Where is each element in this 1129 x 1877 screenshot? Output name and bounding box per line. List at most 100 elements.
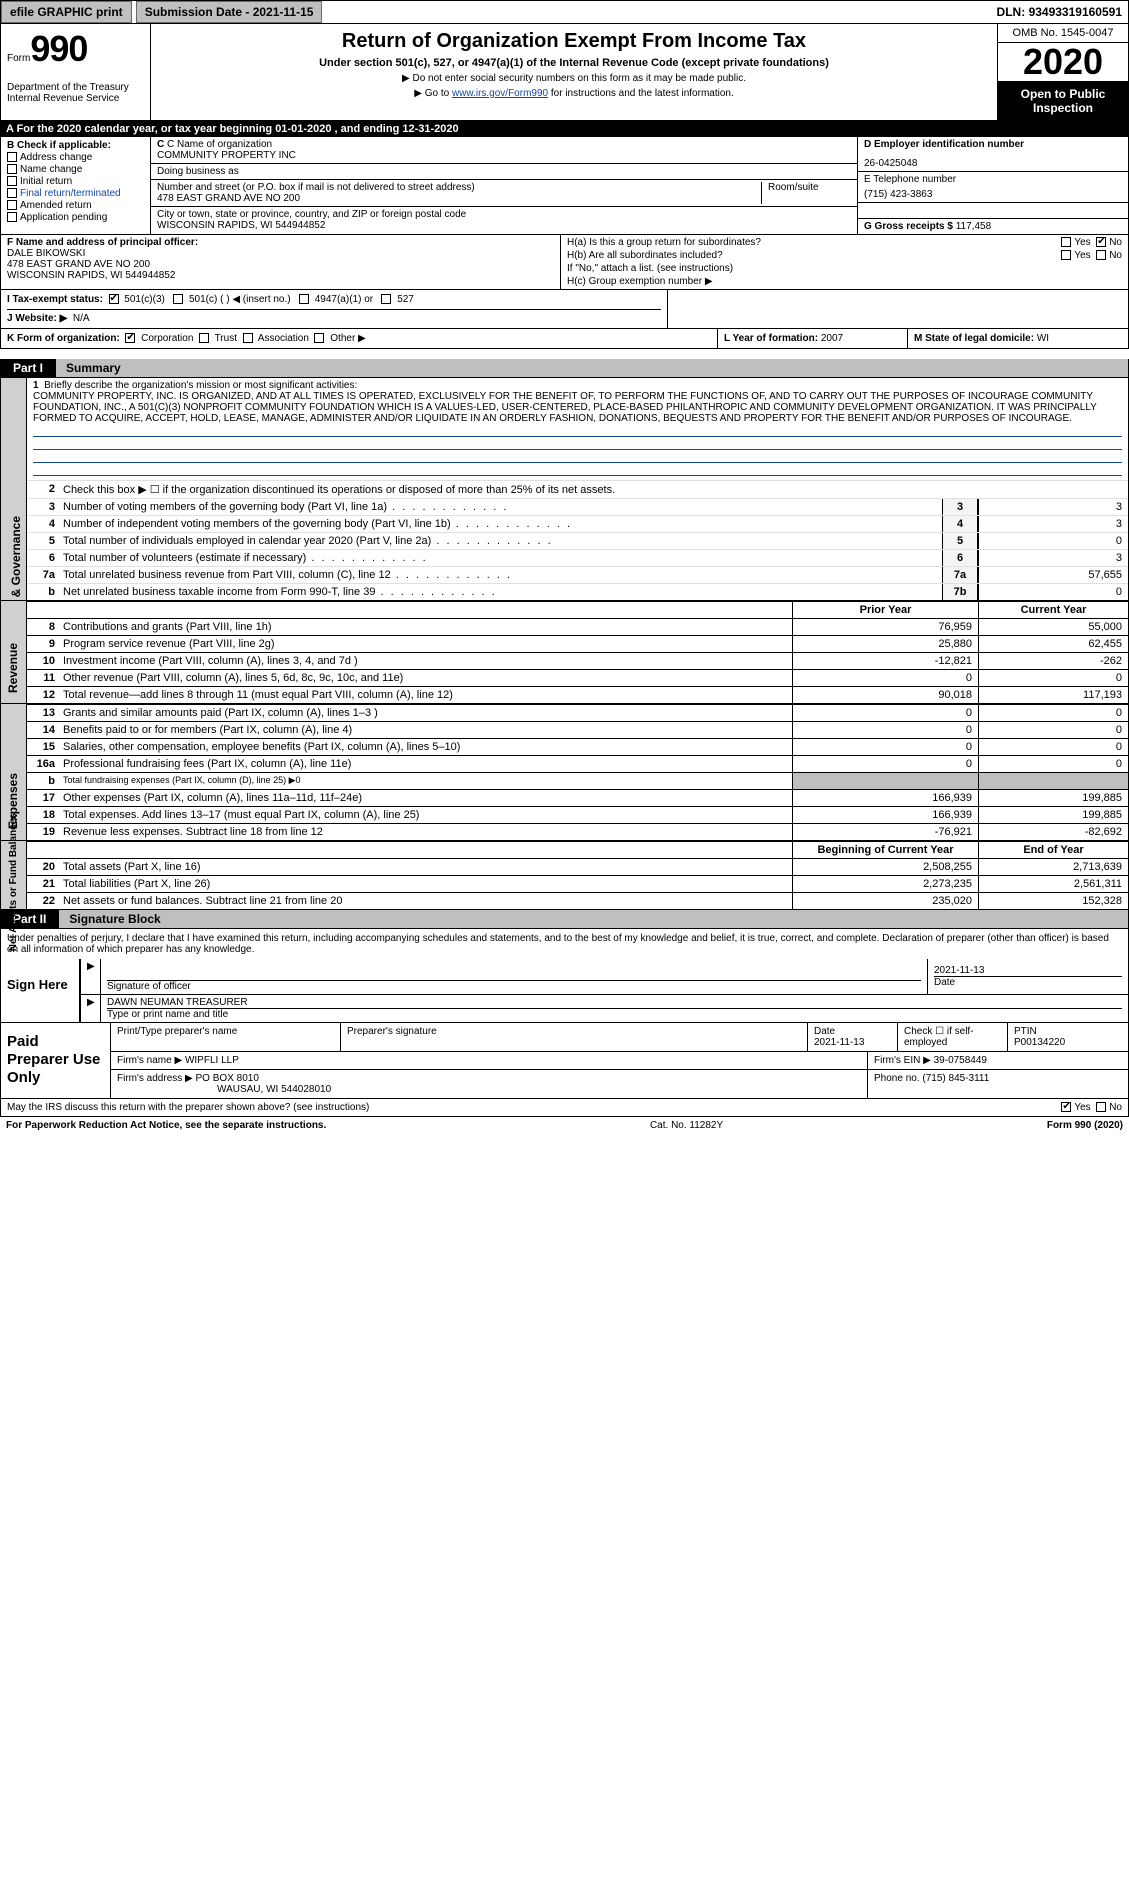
firm-phone: (715) 845-3111 [922,1073,989,1084]
line-9: 9Program service revenue (Part VIII, lin… [27,635,1128,652]
page-footer: For Paperwork Reduction Act Notice, see … [0,1117,1129,1134]
prep-header-row: Print/Type preparer's name Preparer's si… [111,1023,1128,1052]
spacer [858,203,1128,219]
header-center: Return of Organization Exempt From Incom… [151,24,998,120]
cb-application-pending[interactable]: Application pending [7,212,144,223]
street-address: 478 EAST GRAND AVE NO 200 [157,193,761,204]
line-7a: 7aTotal unrelated business revenue from … [27,566,1128,583]
cb-ha-no[interactable] [1096,237,1106,247]
line-6: 6Total number of volunteers (estimate if… [27,549,1128,566]
h-note: If "No," attach a list. (see instruction… [567,263,1122,274]
h-questions: H(a) Is this a group return for subordin… [561,235,1128,289]
self-employed-check[interactable]: Check ☐ if self-employed [898,1023,1008,1051]
cb-corporation[interactable] [125,333,135,343]
link-row: ▶ Go to www.irs.gov/Form990 for instruct… [157,88,991,99]
date-label: Date [934,976,1122,988]
line-11: 11Other revenue (Part VIII, column (A), … [27,669,1128,686]
phone-row: E Telephone number (715) 423-3863 [858,172,1128,203]
section-bcd: B Check if applicable: Address change Na… [0,137,1129,235]
open-to-public: Open to Public Inspection [998,82,1128,120]
form-subtitle: Under section 501(c), 527, or 4947(a)(1)… [157,57,991,69]
cb-ha-yes[interactable] [1061,237,1071,247]
line-21: 21Total liabilities (Part X, line 26)2,2… [27,875,1128,892]
tax-year: 2020 [998,43,1128,82]
cb-hb-yes[interactable] [1061,250,1071,260]
year-formation: L Year of formation: 2007 [718,329,908,348]
state-domicile: M State of legal domicile: WI [908,329,1128,348]
ein-row: D Employer identification number 26-0425… [858,137,1128,172]
col-c-org: C C Name of organization COMMUNITY PROPE… [151,137,858,234]
hdr-prior-year: Prior Year [792,602,978,618]
gross-receipts-row: G Gross receipts $ 117,458 [858,219,1128,234]
efile-print-button[interactable]: efile GRAPHIC print [1,1,132,23]
cb-initial-return[interactable]: Initial return [7,176,144,187]
officer-addr2: WISCONSIN RAPIDS, WI 544944852 [7,270,554,281]
h-c: H(c) Group exemption number ▶ [567,276,1122,287]
dba-row: Doing business as [151,164,857,180]
ssn-warning: ▶ Do not enter social security numbers o… [157,73,991,84]
line-18: 18Total expenses. Add lines 13–17 (must … [27,806,1128,823]
section-expenses: Expenses 13Grants and similar amounts pa… [0,704,1129,841]
mission-text: COMMUNITY PROPERTY, INC. IS ORGANIZED, A… [33,391,1097,424]
firm-addr2: WAUSAU, WI 544028010 [217,1084,331,1095]
h-a: H(a) Is this a group return for subordin… [567,237,1122,248]
cb-other[interactable] [314,333,324,343]
city-state-zip: WISCONSIN RAPIDS, WI 544944852 [157,220,851,231]
header-right: OMB No. 1545-0047 2020 Open to Public In… [998,24,1128,120]
gross-receipts: 117,458 [956,221,991,232]
cb-trust[interactable] [199,333,209,343]
cat-no: Cat. No. 11282Y [650,1120,723,1131]
cb-527[interactable] [381,294,391,304]
cb-name-change[interactable]: Name change [7,164,144,175]
line-1: 1 Briefly describe the organization's mi… [27,378,1128,480]
cb-association[interactable] [243,333,253,343]
form-header: Form990 Department of the Treasury Inter… [0,24,1129,121]
section-fh: F Name and address of principal officer:… [0,235,1129,290]
line-16a: 16aProfessional fundraising fees (Part I… [27,755,1128,772]
submission-date: Submission Date - 2021-11-15 [136,1,323,23]
cb-501c[interactable] [173,294,183,304]
ij-right-spacer [668,290,1128,328]
cb-amended-return[interactable]: Amended return [7,200,144,211]
cb-address-change[interactable]: Address change [7,152,144,163]
dept-label: Department of the Treasury Internal Reve… [7,82,144,104]
revenue-headers: Prior Year Current Year [27,601,1128,618]
org-name-row: C C Name of organization COMMUNITY PROPE… [151,137,857,164]
section-governance: Activities & Governance 1 Briefly descri… [0,378,1129,601]
cb-501c3[interactable] [109,294,119,304]
cb-hb-no[interactable] [1096,250,1106,260]
firm-name: WIPFLI LLP [185,1055,239,1066]
website-value: N/A [73,313,90,324]
arrow-icon: ▶ [81,995,101,1022]
section-klm: K Form of organization: Corporation Trus… [0,329,1129,349]
dln: DLN: 93493319160591 [997,5,1128,19]
cb-discuss-no[interactable] [1096,1102,1106,1112]
firm-addr1: PO BOX 8010 [196,1073,259,1084]
website-row: J Website: ▶ N/A [7,309,661,324]
cb-4947[interactable] [299,294,309,304]
form-ref: Form 990 (2020) [1047,1120,1123,1131]
b-label: B Check if applicable: [7,140,144,151]
line-10: 10Investment income (Part VIII, column (… [27,652,1128,669]
principal-officer: F Name and address of principal officer:… [1,235,561,289]
firm-ein: 39-0758449 [934,1055,987,1066]
line-15: 15Salaries, other compensation, employee… [27,738,1128,755]
org-name: COMMUNITY PROPERTY INC [157,150,851,161]
header-left: Form990 Department of the Treasury Inter… [1,24,151,120]
sig-officer-row: ▶ Signature of officer 2021-11-13 Date [81,959,1128,995]
sig-name-row: ▶ DAWN NEUMAN TREASURER Type or print na… [81,995,1128,1022]
irs-link[interactable]: www.irs.gov/Form990 [452,88,548,99]
form-of-org: K Form of organization: Corporation Trus… [1,329,718,348]
ptin: P00134220 [1014,1037,1065,1048]
sign-here-label: Sign Here [1,959,81,1022]
phone-value: (715) 423-3863 [864,189,1122,200]
street-row: Number and street (or P.O. box if mail i… [151,180,857,207]
cb-final-return[interactable]: Final return/terminated [7,188,144,199]
net-headers: Beginning of Current Year End of Year [27,841,1128,858]
line-20: 20Total assets (Part X, line 16)2,508,25… [27,858,1128,875]
sig-officer-label: Signature of officer [107,981,921,992]
cb-discuss-yes[interactable] [1061,1102,1071,1112]
net-vlabel: Net Assets or Fund Balances [1,841,27,909]
part1-title: Summary [55,359,1128,377]
arrow-icon: ▶ [81,959,101,994]
